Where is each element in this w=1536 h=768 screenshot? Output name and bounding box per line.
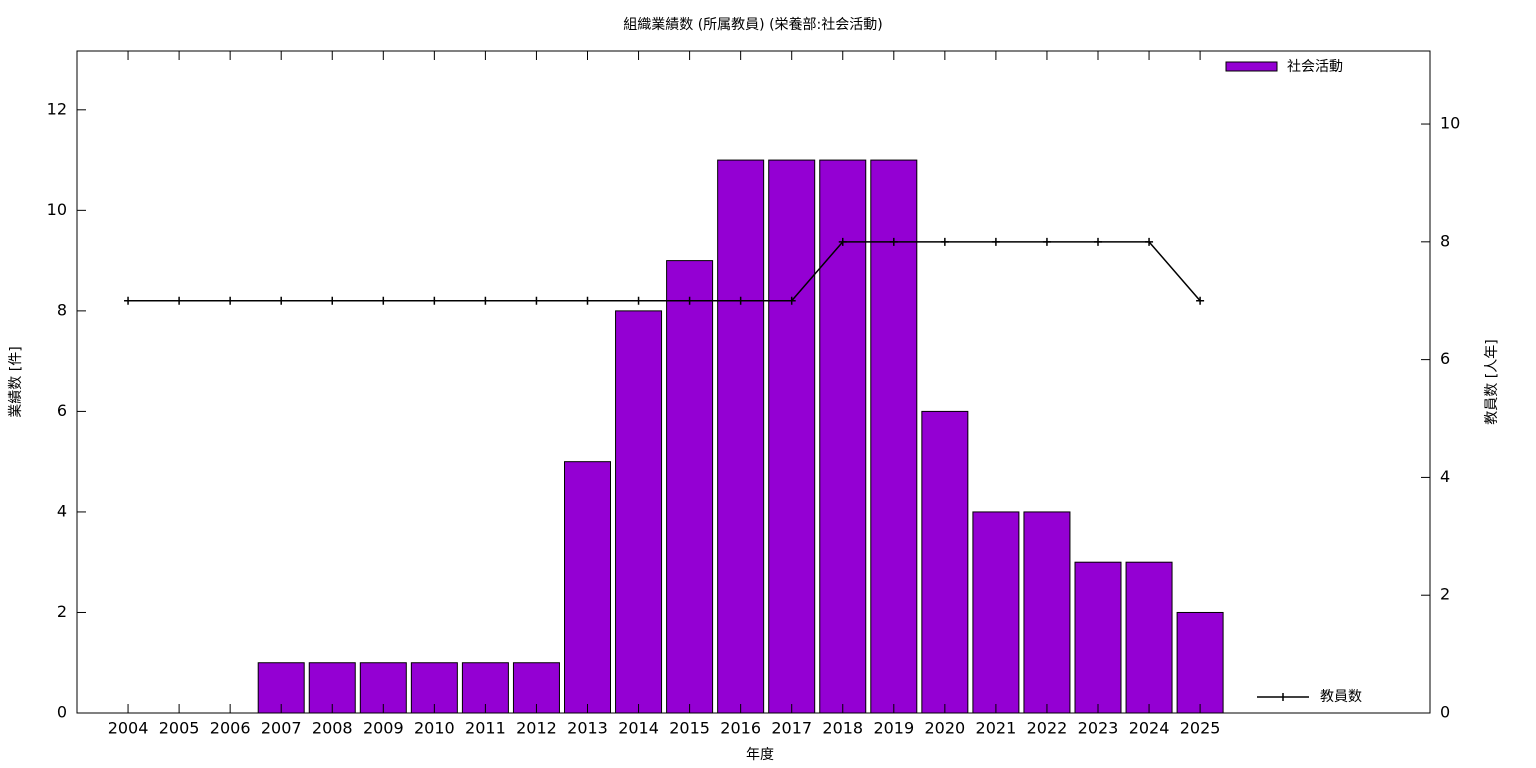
chart-title: 組織業績数 (所属教員) (栄養部:社会活動) — [623, 16, 882, 33]
point — [430, 296, 439, 305]
x-tick-label: 2010 — [414, 719, 455, 738]
line — [128, 241, 1201, 302]
x-tick-label: 2016 — [720, 719, 761, 738]
point — [889, 237, 898, 246]
point — [940, 237, 949, 246]
point — [124, 296, 133, 305]
y-tick-label: 6 — [57, 401, 67, 420]
point — [226, 296, 235, 305]
point — [481, 296, 490, 305]
bar — [768, 159, 816, 714]
point — [1094, 237, 1102, 246]
point — [787, 296, 796, 305]
y-tick-label: 12 — [47, 99, 67, 118]
y-tick-label: 10 — [47, 200, 67, 219]
x-axis-label: 年度 — [746, 747, 774, 763]
y2-tick-label: 10 — [1440, 114, 1460, 133]
legend-swatch — [1225, 61, 1278, 72]
x-tick-label: 2017 — [771, 719, 812, 738]
point — [1196, 296, 1205, 305]
point — [736, 296, 745, 305]
bar — [870, 159, 918, 714]
point — [532, 296, 541, 305]
x-tick-label: 2019 — [873, 719, 914, 738]
point — [328, 296, 337, 305]
point — [685, 296, 694, 305]
y2-axis-label: 教員数 [人年] — [1484, 339, 1500, 424]
x-tick-label: 2015 — [669, 719, 710, 738]
bar — [1023, 511, 1071, 714]
bar — [972, 511, 1020, 714]
legend-label: 社会活動 — [1287, 59, 1343, 75]
legend-label: 教員数 — [1320, 689, 1362, 705]
point — [583, 296, 592, 305]
y2-tick-label: 8 — [1440, 231, 1450, 250]
bar — [921, 410, 969, 714]
x-tick-label: 2025 — [1180, 719, 1221, 738]
y-tick-label: 0 — [57, 703, 67, 722]
x-tick-label: 2011 — [465, 719, 506, 738]
y2-tick-label: 4 — [1440, 467, 1450, 486]
y2-tick-label: 0 — [1440, 703, 1450, 722]
x-tick-label: 2007 — [261, 719, 302, 738]
x-tick-label: 2012 — [516, 719, 557, 738]
bar — [666, 260, 714, 714]
bar — [1125, 561, 1173, 714]
x-tick-label: 2020 — [924, 719, 965, 738]
point — [634, 296, 643, 305]
plot-frame — [76, 50, 1431, 714]
point — [379, 296, 388, 305]
point — [1042, 237, 1051, 246]
x-tick-label: 2006 — [210, 719, 251, 738]
x-tick-label: 2022 — [1027, 719, 1068, 738]
x-tick-label: 2013 — [567, 719, 608, 738]
bar — [1074, 561, 1122, 714]
point — [991, 237, 1000, 246]
y-tick-label: 2 — [57, 602, 67, 621]
point — [838, 237, 847, 246]
y-tick-label: 8 — [57, 300, 67, 319]
bar — [359, 662, 407, 714]
bar — [1176, 611, 1224, 714]
bar — [564, 461, 611, 714]
bar — [615, 310, 663, 714]
x-tick-label: 2018 — [822, 719, 863, 738]
bar — [717, 159, 765, 714]
point — [1145, 237, 1154, 246]
x-tick-label: 2005 — [159, 719, 200, 738]
point — [175, 296, 184, 305]
y-tick-label: 4 — [57, 501, 67, 520]
x-tick-label: 2014 — [618, 719, 659, 738]
x-tick-label: 2023 — [1078, 719, 1119, 738]
x-tick-label: 2021 — [976, 719, 1017, 738]
y2-tick-label: 2 — [1440, 585, 1450, 604]
x-tick-label: 2009 — [363, 719, 404, 738]
point — [277, 296, 286, 305]
y2-tick-label: 6 — [1440, 349, 1450, 368]
x-tick-label: 2004 — [108, 719, 149, 738]
x-tick-label: 2024 — [1129, 719, 1170, 738]
x-tick-label: 2008 — [312, 719, 353, 738]
y-axis-label: 業績数 [件] — [8, 346, 24, 417]
